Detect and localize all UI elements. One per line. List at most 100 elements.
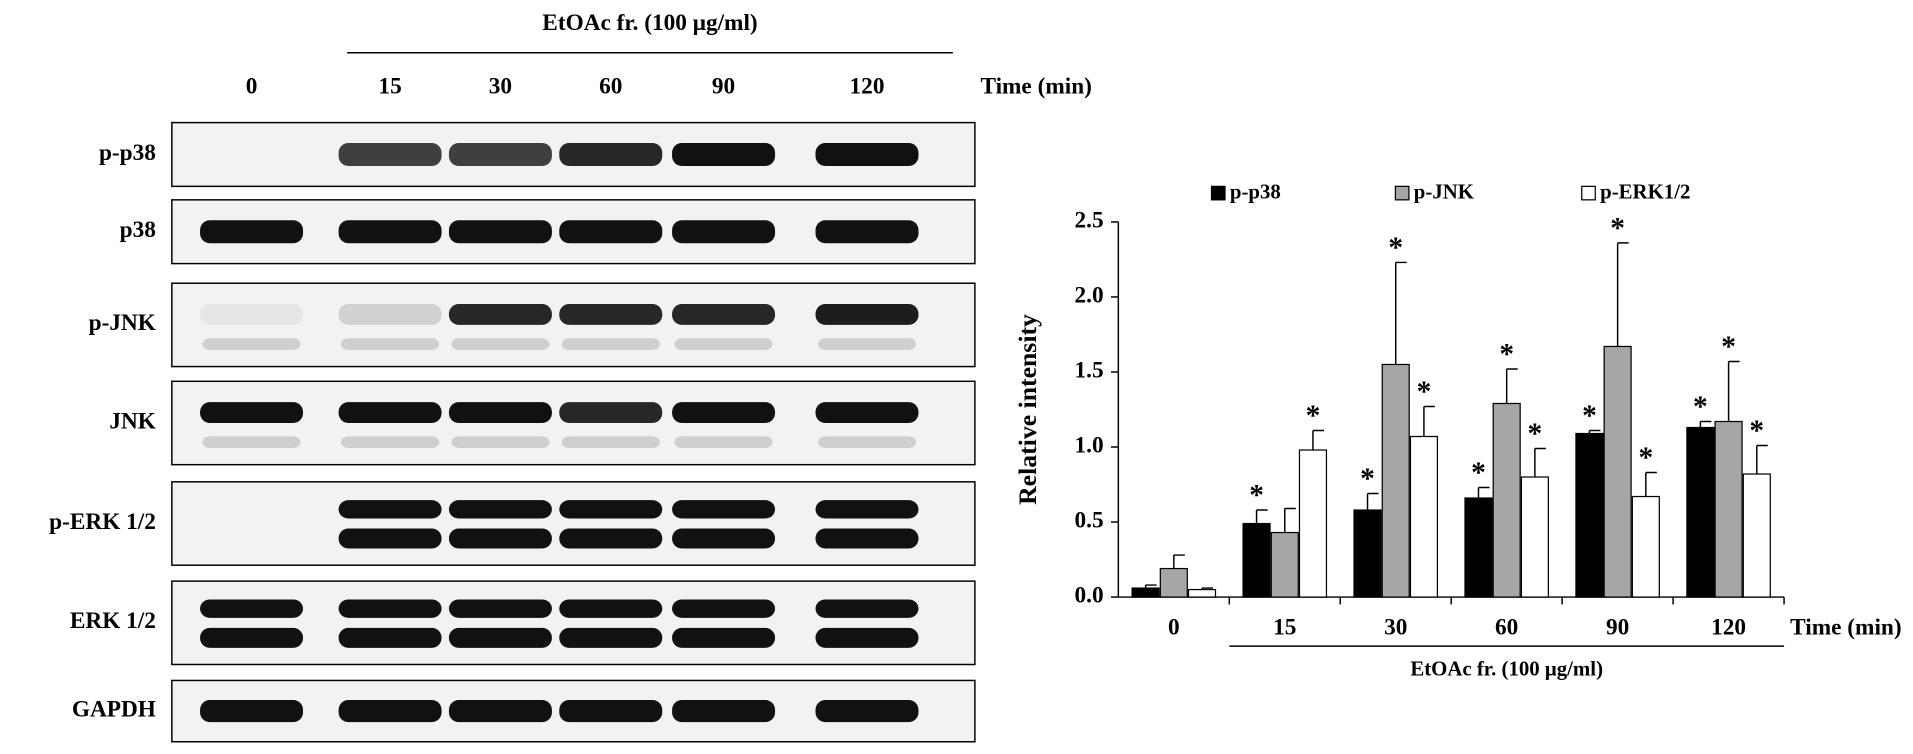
y-tick-label: 1.0	[1075, 432, 1104, 458]
band-faint	[202, 338, 301, 350]
bar	[1270, 531, 1299, 598]
band	[815, 304, 919, 325]
blot-panel	[171, 580, 976, 666]
band	[448, 700, 552, 723]
blot-time-label: Time (min)	[980, 74, 1091, 100]
band	[815, 528, 919, 549]
band	[338, 402, 442, 423]
band	[200, 599, 304, 618]
band	[559, 304, 663, 325]
band	[448, 599, 552, 618]
band	[338, 500, 442, 519]
error-bar	[1588, 429, 1601, 434]
error-bar	[1284, 507, 1296, 533]
band	[815, 500, 919, 519]
significance-mark: *	[1749, 415, 1764, 447]
significance-mark: *	[1693, 391, 1708, 423]
band	[200, 627, 304, 648]
band	[815, 220, 919, 244]
band-faint	[561, 338, 660, 350]
error-bar	[1173, 554, 1185, 569]
band	[448, 304, 552, 325]
lane-label: 15	[378, 74, 401, 100]
band	[815, 599, 919, 618]
error-bar	[1312, 429, 1324, 451]
row-label: p38	[120, 217, 156, 243]
y-axis-label: Relative intensity	[1013, 314, 1042, 505]
row-label: p-p38	[99, 140, 156, 166]
significance-mark: *	[1471, 457, 1486, 489]
band	[338, 304, 442, 325]
x-tick-label: 90	[1606, 614, 1629, 640]
band	[672, 599, 776, 618]
band	[448, 220, 552, 244]
band-faint	[341, 338, 440, 350]
significance-mark: *	[1528, 418, 1543, 450]
band	[672, 528, 776, 549]
band	[815, 402, 919, 423]
band	[338, 143, 442, 166]
bar	[1492, 402, 1521, 598]
x-tick-label: 15	[1273, 614, 1296, 640]
bar	[1409, 435, 1439, 598]
significance-mark: *	[1360, 463, 1375, 495]
bar	[1187, 588, 1217, 598]
row-label: GAPDH	[72, 696, 156, 722]
error-bar	[1727, 360, 1740, 422]
error-bar	[1645, 471, 1657, 497]
band-faint	[674, 436, 773, 448]
lane-label: 120	[850, 74, 885, 100]
y-tick-label: 2.0	[1075, 282, 1104, 308]
error-bar	[1201, 587, 1214, 590]
band	[559, 700, 663, 723]
band	[200, 402, 304, 423]
error-bar	[1616, 242, 1629, 347]
band-faint	[674, 338, 773, 350]
bar	[1159, 567, 1188, 598]
error-bar	[1394, 261, 1407, 365]
band	[559, 220, 663, 244]
significance-mark: *	[1638, 442, 1653, 474]
error-bar	[1756, 444, 1768, 475]
error-bar	[1505, 368, 1518, 404]
row-label: p-JNK	[89, 310, 156, 336]
band	[672, 143, 776, 166]
band	[672, 627, 776, 648]
significance-mark: *	[1306, 400, 1321, 432]
band	[672, 304, 776, 325]
band-faint	[817, 338, 917, 350]
x-tick-label: 0	[1168, 614, 1180, 640]
bar	[1353, 509, 1382, 598]
x-axis-label: Time (min)	[1790, 614, 1901, 640]
legend-label: p-ERK1/2	[1600, 179, 1690, 203]
band	[559, 143, 663, 166]
band	[559, 528, 663, 549]
significance-mark: *	[1721, 331, 1736, 363]
band	[559, 500, 663, 519]
legend-swatch	[1394, 185, 1410, 201]
band-faint	[202, 436, 301, 448]
lane-label: 90	[712, 74, 735, 100]
x-tick-label: 120	[1711, 614, 1746, 640]
error-bar	[1144, 584, 1157, 589]
band-faint	[341, 436, 440, 448]
error-bar	[1477, 486, 1490, 499]
y-tick-label: 0.5	[1075, 507, 1104, 533]
band	[815, 700, 919, 723]
band	[672, 402, 776, 423]
bar	[1603, 345, 1632, 598]
row-label: JNK	[109, 408, 156, 434]
legend-label: p-p38	[1230, 179, 1281, 203]
band	[200, 304, 304, 325]
bar	[1714, 420, 1743, 598]
band	[672, 700, 776, 723]
bar	[1381, 363, 1410, 598]
bar	[1575, 432, 1604, 598]
significance-mark: *	[1417, 376, 1432, 408]
bar	[1742, 473, 1771, 598]
bar	[1464, 497, 1493, 598]
row-label: p-ERK 1/2	[49, 509, 156, 535]
legend-label: p-JNK	[1414, 179, 1475, 203]
band	[559, 402, 663, 423]
lane-label: 60	[599, 74, 622, 100]
